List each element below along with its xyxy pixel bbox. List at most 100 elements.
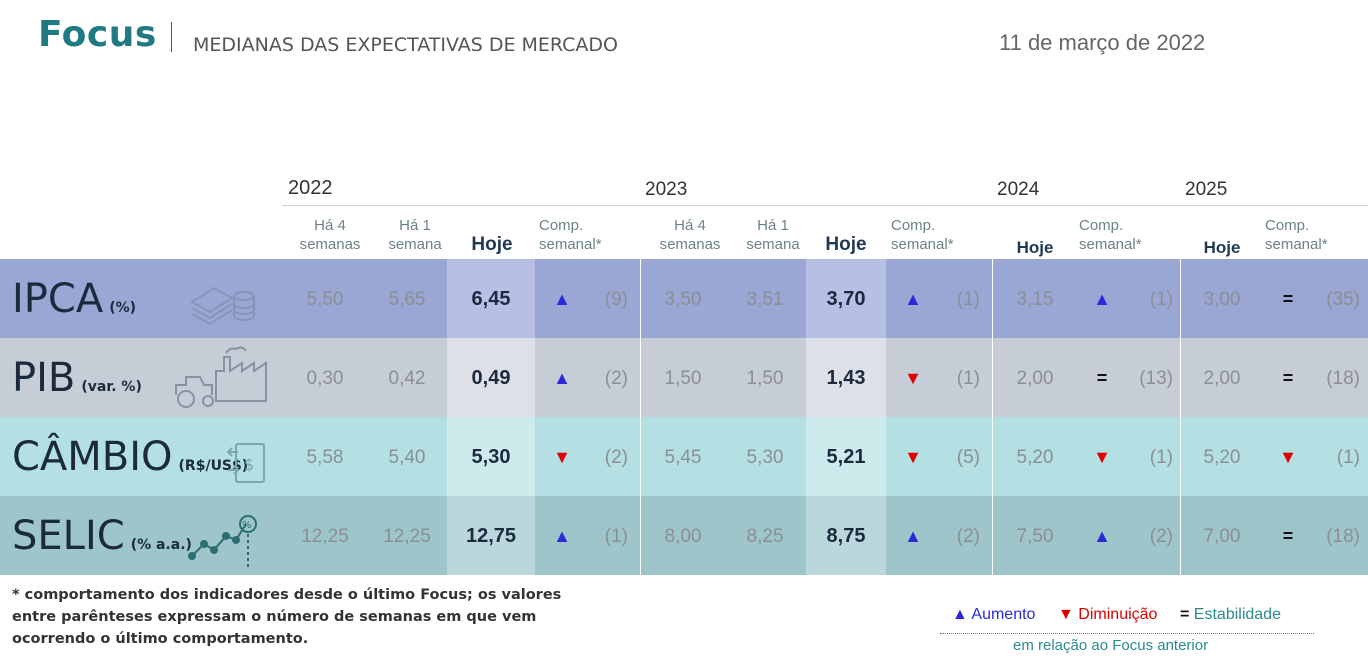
value-hoje-2023: 8,75: [826, 525, 866, 547]
triangle-down-icon: ▼: [1058, 606, 1074, 623]
indicator-name: IPCA: [12, 276, 104, 322]
value-hoje-2025: 7,00: [1203, 526, 1241, 547]
weeks-count-2023: (1): [956, 289, 980, 310]
rate-chart-icon: %: [188, 515, 257, 570]
year-header-rule: [282, 205, 1368, 206]
col-header-comp-2022: Comp. semanal*: [539, 217, 602, 253]
triangle-up-icon: ▲: [1093, 289, 1111, 309]
equals-icon: =: [1282, 289, 1294, 309]
value-ha4-2022: 0,30: [306, 368, 344, 389]
value-ha4-2023: 5,45: [664, 447, 702, 468]
indicator-unit: (var. %): [81, 379, 142, 395]
legend-eq: = Estabilidade: [1180, 606, 1281, 623]
value-ha4-2022: 5,50: [306, 289, 344, 310]
value-hoje-2025: 5,20: [1203, 447, 1241, 468]
year-divider: [1180, 259, 1181, 576]
weeks-count-2023: (1): [956, 368, 980, 389]
footnote: * comportamento dos indicadores desde o …: [12, 587, 562, 647]
value-ha1-2022: 12,25: [383, 526, 431, 547]
value-ha4-2023: 8,00: [664, 526, 702, 547]
value-hoje-2022: 0,49: [471, 367, 511, 389]
legend-up: ▲ Aumento: [952, 606, 1036, 623]
col-header-hoje-2023: Hoje: [825, 234, 867, 255]
year-2024-label: 2024: [997, 179, 1040, 200]
value-ha1-2023: 3,51: [746, 289, 784, 310]
col-header-comp-2025: Comp. semanal*: [1265, 217, 1328, 253]
weeks-count-2022: (1): [604, 526, 628, 547]
value-hoje-2024: 7,50: [1016, 526, 1054, 547]
money-stack-icon: [190, 286, 255, 326]
row-ipca: IPCA (%) 5,50 5,65 6,45 ▲ (9) 3,50 3,51 3,70 ▲ (1) 3…: [0, 259, 1368, 338]
col-header-hoje-2022: Hoje: [471, 234, 513, 255]
currency-exchange-icon: $: [226, 443, 265, 483]
indicator-label: SELIC (% a.a.): [12, 516, 192, 556]
weeks-count-2024: (13): [1139, 368, 1173, 389]
triangle-up-icon: ▲: [553, 526, 571, 546]
year-divider: [640, 259, 641, 576]
col-header-ha4-2023: Há 4 semanas: [659, 217, 721, 253]
value-hoje-2022: 12,75: [465, 525, 517, 547]
triangle-up-icon: ▲: [952, 606, 968, 623]
value-hoje-2024: 2,00: [1016, 368, 1054, 389]
legend-note: em relação ao Focus anterior: [1013, 637, 1209, 654]
indicator-label: PIB (var. %): [12, 358, 142, 398]
indicator-unit: (% a.a.): [130, 537, 192, 553]
indicator-unit: (%): [109, 300, 137, 316]
today-highlight: [806, 338, 886, 417]
value-hoje-2023: 3,70: [826, 288, 866, 310]
row-selic: SELIC (% a.a.) 12,25 12,25 12,75 ▲ (1) 8,00 8,25…: [0, 496, 1368, 575]
year-2023-label: 2023: [645, 179, 688, 200]
triangle-down-icon: ▼: [1279, 447, 1297, 467]
value-ha1-2022: 5,40: [388, 447, 426, 468]
value-hoje-2025: 2,00: [1203, 368, 1241, 389]
value-hoje-2025: 3,00: [1203, 289, 1241, 310]
col-header-comp-2023: Comp. semanal*: [891, 217, 954, 253]
weeks-count-2025: (1): [1336, 447, 1360, 468]
value-ha4-2022: 12,25: [301, 526, 349, 547]
weeks-count-2023: (5): [956, 447, 980, 468]
today-highlight: [447, 259, 535, 338]
indicator-label: IPCA (%): [12, 279, 136, 319]
triangle-down-icon: ▼: [904, 447, 922, 467]
triangle-down-icon: ▼: [1093, 447, 1111, 467]
triangle-down-icon: ▼: [904, 368, 922, 388]
today-highlight: [447, 338, 535, 417]
weeks-count-2025: (18): [1326, 368, 1360, 389]
value-ha1-2023: 5,30: [746, 447, 784, 468]
col-header-ha4-2022: Há 4 semanas: [299, 217, 361, 253]
value-hoje-2022: 5,30: [471, 446, 511, 468]
weeks-count-2025: (18): [1326, 526, 1360, 547]
col-header-ha1-2022: Há 1 semana: [388, 217, 442, 253]
triangle-down-icon: ▼: [553, 447, 571, 467]
triangle-up-icon: ▲: [553, 289, 571, 309]
col-header-ha1-2023: Há 1 semana: [746, 217, 800, 253]
svg-text:%: %: [242, 520, 252, 531]
today-highlight: [447, 496, 535, 575]
indicator-label: CÂMBIO (R$/US$): [12, 437, 248, 477]
indicator-name: PIB: [12, 355, 76, 401]
factory-tractor-icon: [175, 346, 267, 408]
indicator-name: SELIC: [12, 513, 125, 559]
triangle-up-icon: ▲: [1093, 526, 1111, 546]
col-header-comp-2024: Comp. semanal*: [1079, 217, 1142, 253]
value-ha1-2022: 5,65: [388, 289, 426, 310]
weeks-count-2024: (1): [1149, 289, 1173, 310]
today-highlight: [806, 259, 886, 338]
value-ha4-2023: 1,50: [664, 368, 702, 389]
equals-icon: =: [1282, 368, 1294, 388]
value-hoje-2024: 3,15: [1016, 289, 1054, 310]
weeks-count-2023: (2): [956, 526, 980, 547]
value-ha1-2023: 1,50: [746, 368, 784, 389]
legend-down: ▼ Diminuição: [1058, 606, 1158, 623]
weeks-count-2022: (9): [604, 289, 628, 310]
equals-icon: =: [1180, 606, 1190, 623]
today-highlight: [806, 417, 886, 496]
report-date: 11 de março de 2022: [999, 30, 1206, 55]
value-hoje-2023: 1,43: [826, 367, 866, 389]
legend-rule: [940, 633, 1314, 634]
value-hoje-2022: 6,45: [471, 288, 511, 310]
triangle-up-icon: ▲: [904, 289, 922, 309]
year-2022-label: 2022: [288, 177, 333, 199]
brand-title: Focus: [38, 14, 157, 55]
value-ha1-2023: 8,25: [746, 526, 784, 547]
